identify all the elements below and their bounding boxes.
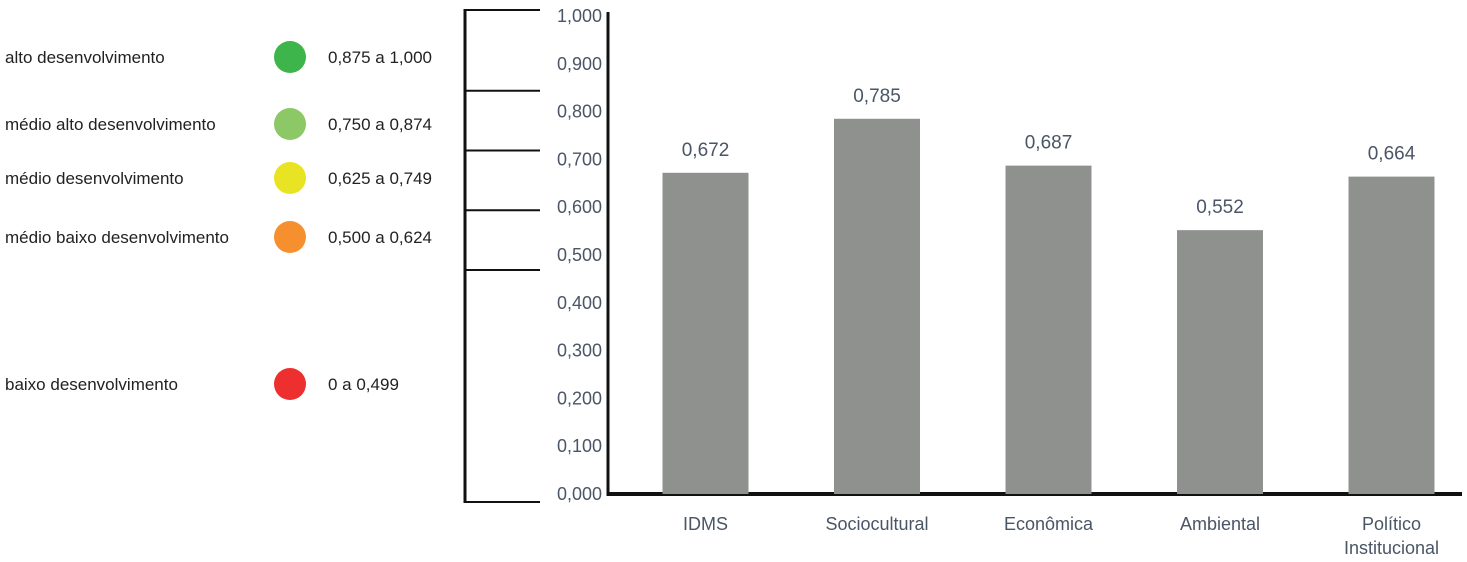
legend-range: 0,625 a 0,749 bbox=[328, 169, 432, 188]
x-tick-label: Político bbox=[1362, 514, 1421, 534]
legend-item: baixo desenvolvimento 0 a 0,499 bbox=[5, 368, 399, 400]
legend-range: 0,875 a 1,000 bbox=[328, 48, 432, 67]
legend-range: 0,500 a 0,624 bbox=[328, 228, 432, 247]
legend-label: médio desenvolvimento bbox=[5, 169, 184, 188]
y-tick-label: 0,200 bbox=[557, 388, 602, 408]
legend-range: 0 a 0,499 bbox=[328, 375, 399, 394]
y-tick-label: 0,000 bbox=[557, 484, 602, 504]
legend-swatch bbox=[274, 221, 306, 253]
data-label: 0,785 bbox=[853, 86, 901, 107]
legend-label: médio alto desenvolvimento bbox=[5, 115, 216, 134]
range-bracket bbox=[463, 9, 540, 503]
y-tick-label: 0,300 bbox=[557, 341, 602, 361]
y-tick-label: 0,400 bbox=[557, 293, 602, 313]
x-tick-label: IDMS bbox=[683, 514, 728, 534]
data-label: 0,687 bbox=[1025, 133, 1073, 154]
legend-item: médio baixo desenvolvimento 0,500 a 0,624 bbox=[5, 221, 432, 253]
y-tick-label: 0,600 bbox=[557, 197, 602, 217]
x-tick-label: Econômica bbox=[1004, 514, 1094, 534]
bars: 0,672 IDMS 0,785 Sociocultural 0,687 Econômic… bbox=[662, 86, 1439, 558]
bar bbox=[1177, 230, 1263, 495]
x-tick-label: Ambiental bbox=[1180, 514, 1260, 534]
y-tick-label: 0,900 bbox=[557, 54, 602, 74]
y-tick-label: 0,700 bbox=[557, 149, 602, 169]
legend-range: 0,750 a 0,874 bbox=[328, 115, 432, 134]
bar bbox=[662, 172, 749, 494]
legend-swatch bbox=[274, 41, 306, 73]
bar bbox=[1005, 165, 1092, 494]
y-tick-label: 0,500 bbox=[557, 245, 602, 265]
bar bbox=[834, 118, 920, 495]
legend-swatch bbox=[274, 108, 306, 140]
legend-label: alto desenvolvimento bbox=[5, 48, 165, 67]
legend-swatch bbox=[274, 162, 306, 194]
y-tick-label: 1,000 bbox=[557, 6, 602, 26]
y-tick-label: 0,800 bbox=[557, 102, 602, 122]
legend-label: médio baixo desenvolvimento bbox=[5, 228, 229, 247]
legend-swatch bbox=[274, 368, 306, 400]
bar bbox=[1348, 176, 1435, 494]
legend-item: médio desenvolvimento 0,625 a 0,749 bbox=[5, 162, 432, 194]
data-label: 0,552 bbox=[1196, 197, 1244, 218]
data-label: 0,664 bbox=[1368, 144, 1416, 165]
legend-label: baixo desenvolvimento bbox=[5, 375, 178, 394]
legend: alto desenvolvimento 0,875 a 1,000 médio a… bbox=[5, 41, 432, 400]
x-tick-label: Institucional bbox=[1344, 538, 1439, 558]
legend-item: alto desenvolvimento 0,875 a 1,000 bbox=[5, 41, 432, 73]
x-tick-label: Sociocultural bbox=[825, 514, 928, 534]
y-tick-label: 0,100 bbox=[557, 436, 602, 456]
data-label: 0,672 bbox=[682, 140, 730, 161]
legend-item: médio alto desenvolvimento 0,750 a 0,874 bbox=[5, 108, 432, 140]
